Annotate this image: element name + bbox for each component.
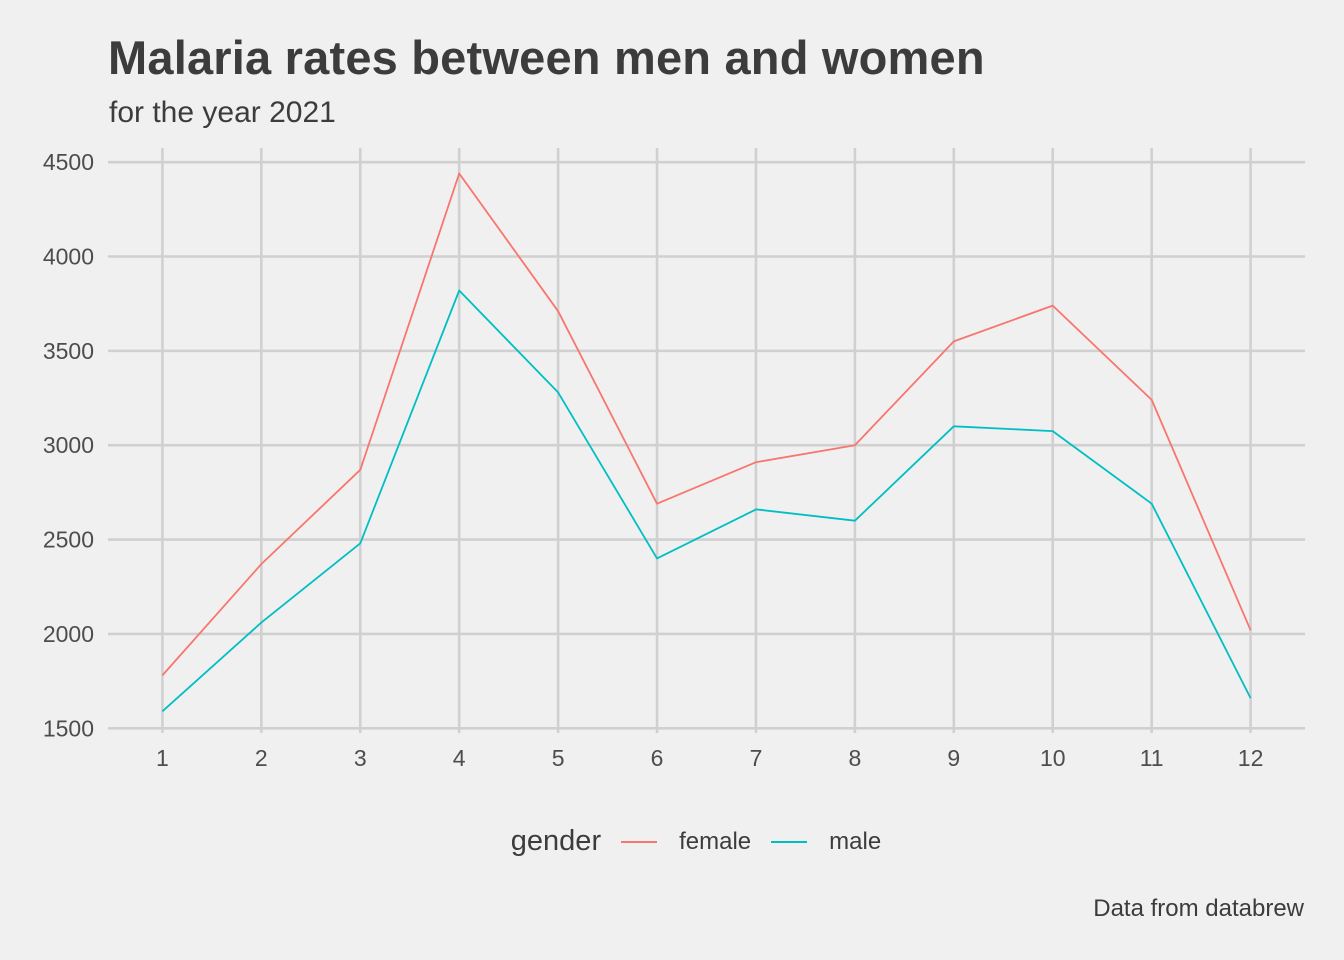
series-line-female bbox=[161, 172, 1252, 676]
y-tick-label: 3500 bbox=[43, 338, 94, 364]
legend-item-male: male bbox=[771, 828, 881, 856]
chart-subtitle: for the year 2021 bbox=[109, 96, 336, 129]
x-tick-label: 12 bbox=[1238, 745, 1264, 771]
y-tick-label: 2500 bbox=[43, 527, 94, 553]
legend-label-female: female bbox=[679, 827, 752, 855]
legend-label-male: male bbox=[829, 827, 882, 855]
legend-item-female: female bbox=[621, 828, 751, 856]
x-tick-label: 11 bbox=[1140, 745, 1164, 771]
y-tick-label: 2000 bbox=[43, 621, 94, 647]
x-tick-labels: 1 2 3 4 5 6 7 8 9 10 11 12 bbox=[156, 745, 1263, 771]
x-tick-label: 3 bbox=[354, 745, 367, 771]
x-tick-label: 7 bbox=[750, 745, 763, 771]
legend-title: gender bbox=[510, 825, 602, 857]
x-tick-label: 4 bbox=[453, 745, 466, 771]
x-tick-label: 10 bbox=[1040, 745, 1066, 771]
x-gridlines bbox=[161, 148, 1252, 733]
x-tick-label: 1 bbox=[156, 745, 169, 771]
y-tick-labels: 1500 2000 2500 3000 3500 4000 4500 bbox=[43, 149, 94, 741]
x-tick-label: 9 bbox=[947, 745, 960, 771]
chart-title: Malaria rates between men and women bbox=[108, 31, 985, 84]
y-tick-label: 1500 bbox=[43, 715, 94, 741]
legend-key-female bbox=[621, 840, 658, 843]
legend-key-male bbox=[771, 840, 808, 843]
x-tick-label: 6 bbox=[651, 745, 664, 771]
x-tick-label: 2 bbox=[255, 745, 268, 771]
chart-caption: Data from databrew bbox=[1093, 895, 1304, 922]
y-tick-label: 4500 bbox=[43, 149, 94, 175]
y-tick-label: 4000 bbox=[43, 244, 94, 270]
y-tick-label: 3000 bbox=[43, 432, 94, 458]
y-gridlines bbox=[108, 160, 1305, 730]
x-tick-label: 5 bbox=[552, 745, 565, 771]
series-line-male bbox=[161, 289, 1252, 712]
x-tick-label: 8 bbox=[848, 745, 861, 771]
legend: gender female male bbox=[0, 825, 1344, 858]
series-lines bbox=[161, 172, 1252, 712]
